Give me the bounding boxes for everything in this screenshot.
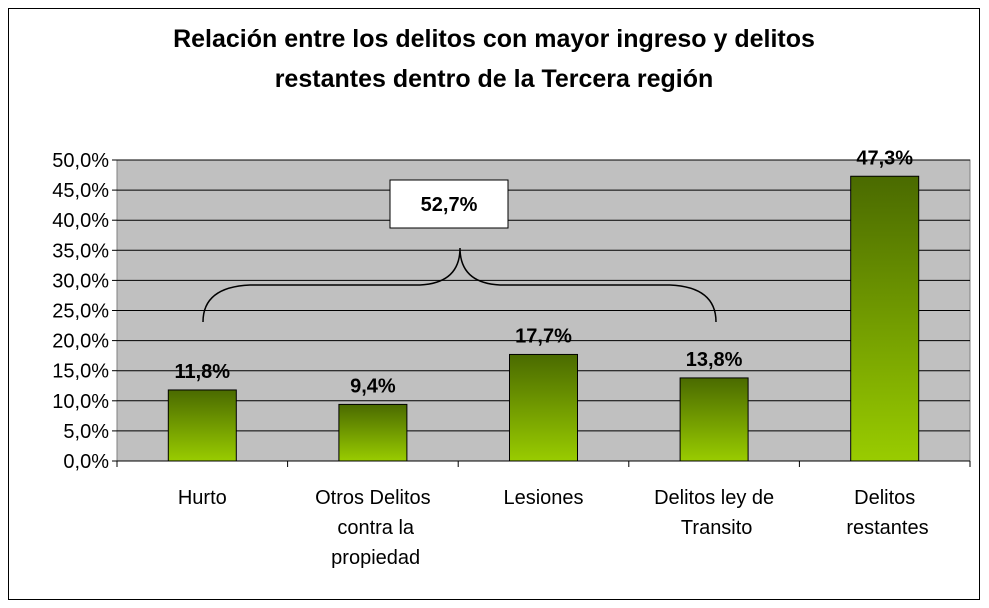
- bar: [679, 377, 749, 462]
- y-tick-label: 30,0%: [52, 270, 109, 292]
- y-tick-label: 25,0%: [52, 301, 109, 323]
- y-tick-label: 10,0%: [52, 391, 109, 413]
- bar: [509, 353, 578, 462]
- annotation: 52,7%: [421, 194, 478, 216]
- brace: [202, 247, 717, 323]
- x-tick-label: Delitos restantes: [841, 487, 929, 539]
- data-label: 13,8%: [686, 349, 743, 371]
- x-tick-label: Otros Delitos contra la propiedad: [315, 487, 431, 569]
- y-tick-label: 5,0%: [63, 421, 109, 443]
- y-tick-label: 45,0%: [52, 180, 109, 202]
- y-tick-label: 40,0%: [52, 210, 109, 232]
- annotation-box: [389, 179, 509, 229]
- bar: [167, 389, 237, 462]
- y-tick-label: 35,0%: [52, 240, 109, 262]
- chart-title: Relación entre los delitos con mayor ing…: [173, 25, 815, 53]
- y-tick-label: 15,0%: [52, 361, 109, 383]
- chart-title: restantes dentro de la Tercera región: [275, 65, 714, 93]
- y-tick-label: 0,0%: [63, 451, 109, 473]
- data-label: 47,3%: [856, 147, 913, 169]
- bar: [338, 403, 408, 462]
- data-label: 9,4%: [350, 375, 396, 397]
- bar: [850, 175, 920, 462]
- x-tick-label: Hurto: [178, 487, 227, 509]
- data-label: 11,8%: [174, 361, 230, 383]
- x-tick-label: Delitos ley de Transito: [654, 487, 774, 539]
- y-tick-label: 20,0%: [52, 331, 109, 353]
- x-tick-label: Lesiones: [503, 487, 583, 509]
- y-tick-label: 50,0%: [52, 150, 109, 172]
- data-label: 17,7%: [515, 325, 572, 347]
